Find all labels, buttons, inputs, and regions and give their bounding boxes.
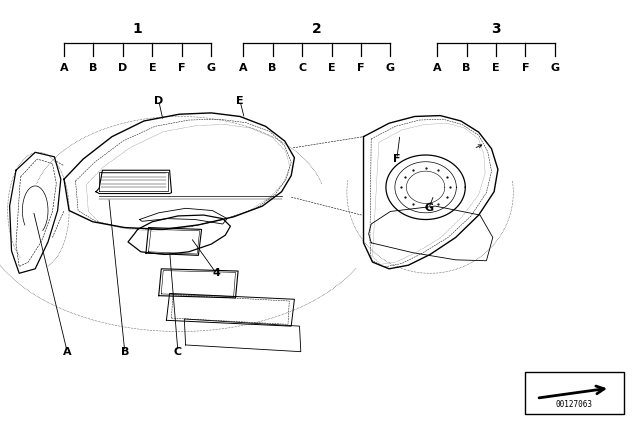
Text: B: B xyxy=(89,63,98,73)
Text: C: C xyxy=(298,63,306,73)
Text: D: D xyxy=(118,63,127,73)
Text: 2: 2 xyxy=(312,22,322,36)
Text: 3: 3 xyxy=(491,22,501,36)
Text: 4: 4 xyxy=(212,268,220,278)
Text: G: G xyxy=(207,63,216,73)
Text: E: E xyxy=(328,63,335,73)
Text: G: G xyxy=(424,203,433,213)
Text: A: A xyxy=(60,63,68,73)
Text: A: A xyxy=(433,63,442,73)
Text: 1: 1 xyxy=(132,22,143,36)
Text: G: G xyxy=(386,63,395,73)
Text: B: B xyxy=(120,347,129,357)
Text: F: F xyxy=(393,154,401,164)
Text: 00127063: 00127063 xyxy=(556,400,593,409)
Text: E: E xyxy=(236,96,244,106)
Text: A: A xyxy=(239,63,248,73)
Text: D: D xyxy=(154,96,163,106)
Text: B: B xyxy=(462,63,471,73)
FancyBboxPatch shape xyxy=(525,372,624,414)
Text: C: C xyxy=(174,347,182,357)
Text: E: E xyxy=(492,63,500,73)
Text: F: F xyxy=(357,63,365,73)
Text: F: F xyxy=(522,63,529,73)
Text: G: G xyxy=(550,63,559,73)
Text: B: B xyxy=(268,63,277,73)
Text: A: A xyxy=(63,347,72,357)
Text: F: F xyxy=(178,63,186,73)
Text: E: E xyxy=(148,63,156,73)
